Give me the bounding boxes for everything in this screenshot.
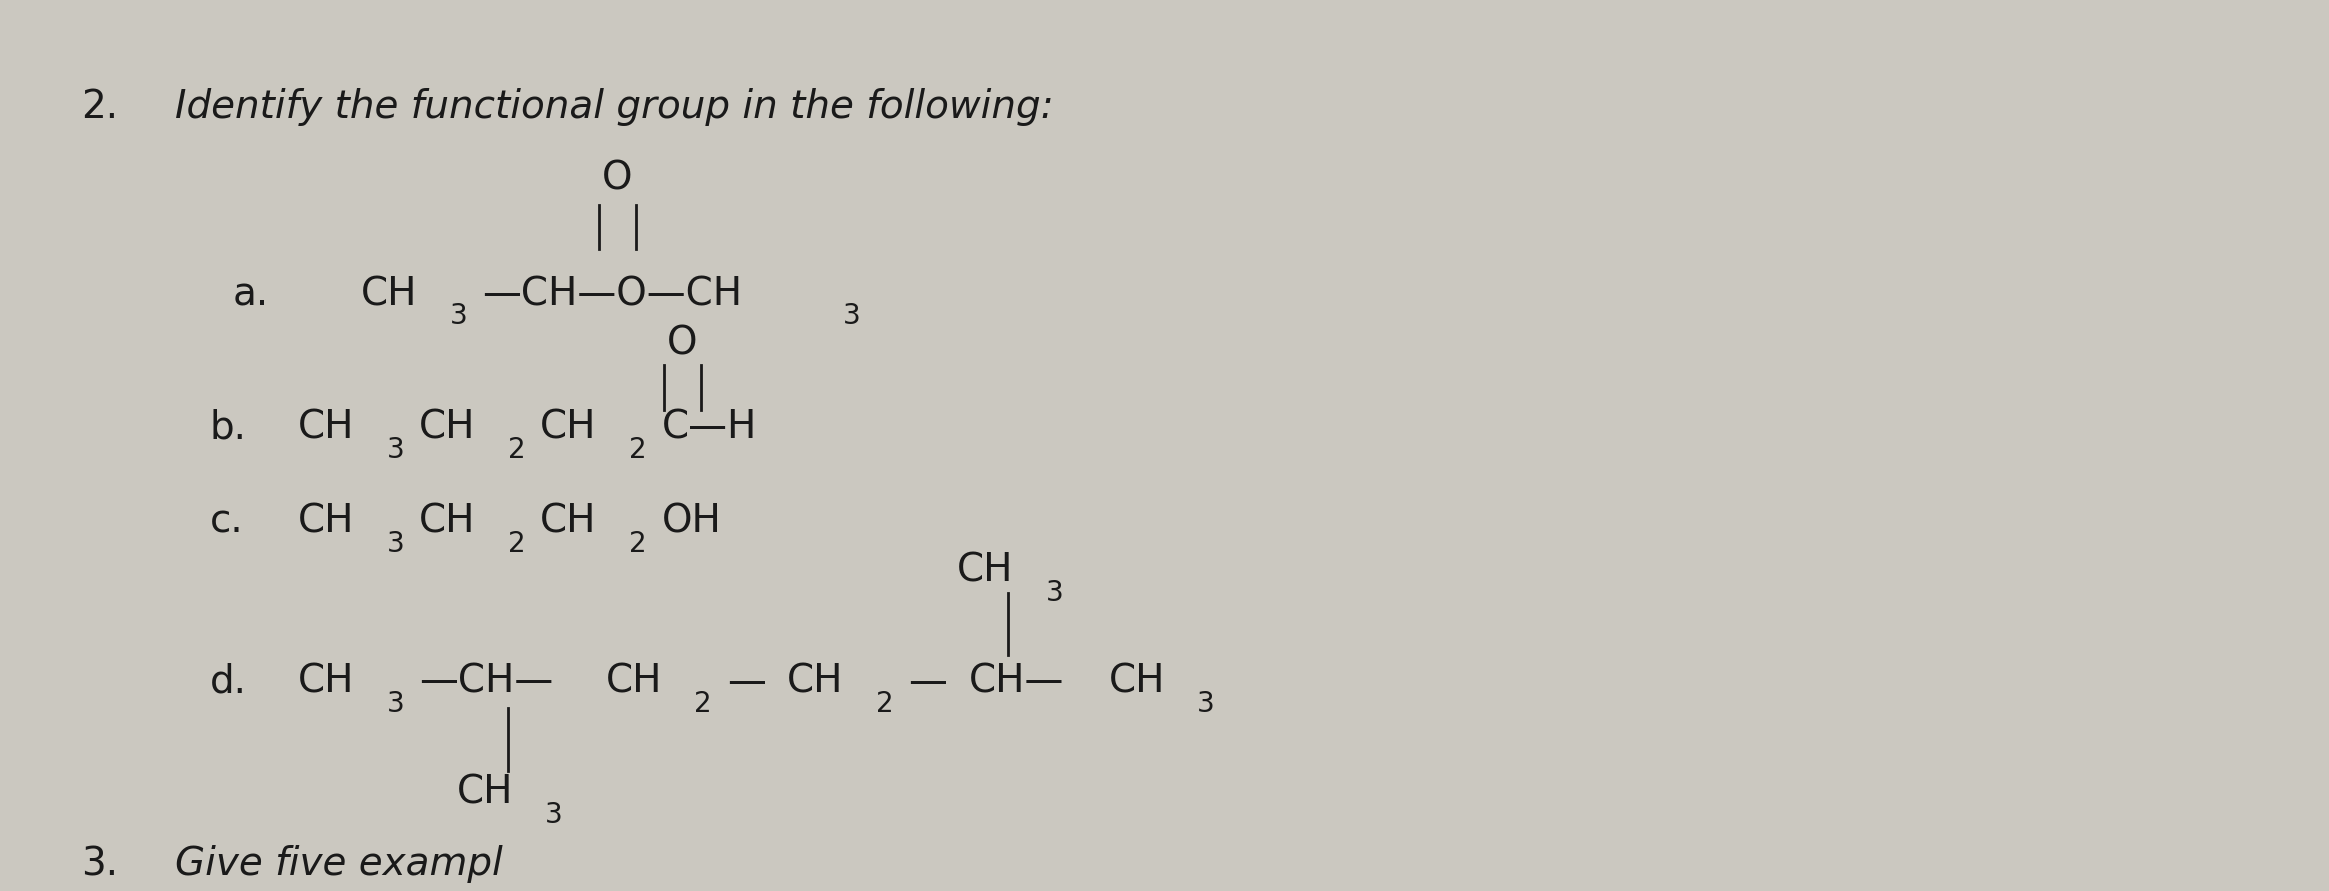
Text: Identify the functional group in the following:: Identify the functional group in the fol…: [175, 88, 1053, 126]
Text: 2: 2: [508, 436, 526, 464]
Text: 3: 3: [843, 302, 862, 331]
Text: OH: OH: [661, 503, 722, 540]
Text: O: O: [666, 324, 699, 362]
Text: CH: CH: [606, 663, 661, 700]
Text: 3: 3: [387, 690, 405, 718]
Text: CH: CH: [540, 409, 596, 446]
Text: CH: CH: [957, 552, 1013, 589]
Text: CH—: CH—: [969, 663, 1064, 700]
Text: 2: 2: [694, 690, 713, 718]
Text: 3: 3: [387, 529, 405, 558]
Text: d.: d.: [210, 663, 247, 700]
Text: —CH—: —CH—: [419, 663, 554, 700]
Text: 3.: 3.: [82, 846, 119, 883]
Text: —: —: [908, 663, 948, 700]
Text: —CH—O—CH: —CH—O—CH: [482, 275, 743, 313]
Text: CH: CH: [1109, 663, 1164, 700]
Text: 2: 2: [629, 436, 647, 464]
Text: 3: 3: [1046, 578, 1064, 607]
Text: CH: CH: [298, 503, 354, 540]
Text: b.: b.: [210, 409, 247, 446]
Text: CH: CH: [456, 774, 512, 812]
Text: CH: CH: [298, 663, 354, 700]
Text: 2.: 2.: [82, 88, 119, 126]
Text: 3: 3: [545, 801, 564, 830]
Text: a.: a.: [233, 275, 270, 313]
Text: 2: 2: [629, 529, 647, 558]
Text: C—H: C—H: [661, 409, 757, 446]
Text: CH: CH: [298, 409, 354, 446]
Text: —: —: [727, 663, 766, 700]
Text: 2: 2: [508, 529, 526, 558]
Text: CH: CH: [419, 503, 475, 540]
Text: CH: CH: [787, 663, 843, 700]
Text: 3: 3: [387, 436, 405, 464]
Text: Give five exampl: Give five exampl: [175, 846, 503, 883]
Text: CH: CH: [540, 503, 596, 540]
Text: CH: CH: [419, 409, 475, 446]
Text: 3: 3: [1197, 690, 1216, 718]
Text: 3: 3: [449, 302, 468, 331]
Text: 2: 2: [876, 690, 894, 718]
Text: c.: c.: [210, 503, 242, 540]
Text: O: O: [601, 159, 633, 197]
Text: CH: CH: [361, 275, 417, 313]
